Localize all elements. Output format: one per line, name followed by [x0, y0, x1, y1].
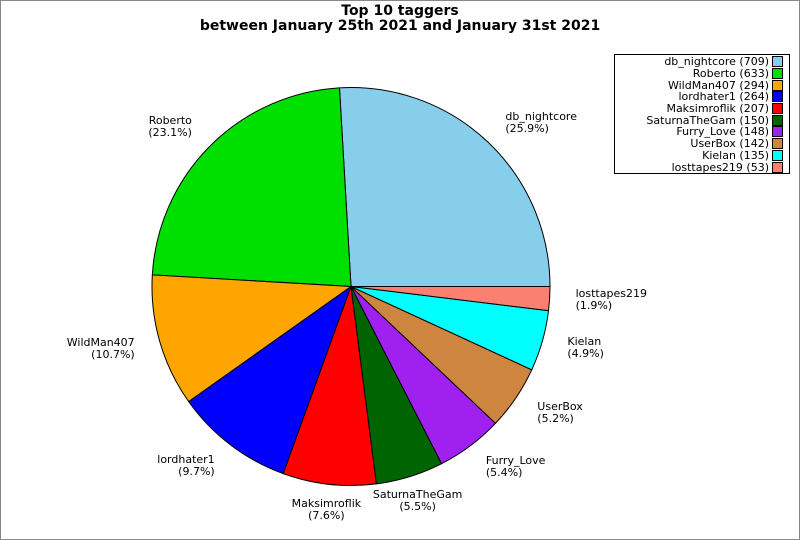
legend-item-Maksimroflik: Maksimroflik (207) [615, 103, 789, 115]
legend-item-lordhater1: lordhater1 (264) [615, 91, 789, 103]
legend-item-label: UserBox (142) [690, 137, 769, 151]
pie-slice-losttapes219 [350, 286, 551, 312]
pie-label-name: Furry_Love [485, 453, 546, 467]
pie-label-UserBox: UserBox (5.2%) [537, 399, 583, 425]
pie-label-percent: (5.5%) [399, 500, 436, 514]
pie-label-Furry_Love: Furry_Love (5.4%) [485, 453, 546, 479]
legend-item-UserBox: UserBox (142) [615, 138, 789, 150]
legend-item-label: lordhater1 (264) [678, 90, 770, 104]
pie-label-name: UserBox [537, 399, 583, 413]
legend-item-label: Kielan (135) [702, 148, 769, 162]
pie-slice-Roberto [151, 87, 352, 288]
pie-label-percent: (23.1%) [148, 126, 192, 140]
legend-item-label: db_nightcore (709) [664, 55, 769, 69]
pie-label-name: Roberto [148, 114, 192, 128]
chart-title-block: Top 10 taggers between January 25th 2021… [1, 4, 799, 34]
legend-color-swatch [772, 161, 783, 173]
legend-item-db_nightcore: db_nightcore (709) [615, 56, 789, 68]
legend-item-label: losttapes219 (53) [671, 160, 769, 174]
legend-color-swatch [772, 149, 783, 161]
pie-label-name: WildMan407 [66, 335, 135, 349]
legend-item-label: Roberto (633) [692, 67, 769, 81]
legend-color-swatch [772, 79, 783, 91]
pie-label-percent: (9.7%) [178, 464, 215, 478]
legend-item-label: Maksimroflik (207) [666, 102, 769, 116]
legend-color-swatch [772, 103, 783, 115]
legend-item-label: Furry_Love (148) [676, 125, 769, 139]
legend-item-SaturnaTheGam: SaturnaTheGam (150) [615, 114, 789, 126]
pie-label-losttapes219: losttapes219 (1.9%) [576, 288, 647, 312]
chart-title: Top 10 taggers [341, 3, 459, 19]
legend-item-label: WildMan407 (294) [667, 78, 769, 92]
legend-item-Furry_Love: Furry_Love (148) [615, 126, 789, 138]
pie-label-Maksimroflik: Maksimroflik (7.6%) [292, 498, 361, 522]
pie-label-lordhater1: lordhater1 (9.7%) [157, 452, 215, 478]
chart-subtitle: between January 25th 2021 and January 31… [199, 18, 601, 34]
pie-slice-WildMan407 [151, 274, 353, 403]
legend-color-swatch [772, 126, 783, 138]
pie-label-name: Kielan [567, 335, 602, 348]
pie-label-percent: (5.4%) [485, 465, 523, 479]
pie-label-percent: (25.9%) [505, 121, 549, 135]
pie-label-name: Maksimroflik [291, 497, 362, 511]
legend-item-losttapes219: losttapes219 (53) [615, 161, 789, 173]
pie-label-percent: (1.9%) [575, 299, 613, 313]
pie-label-SaturnaTheGam: SaturnaTheGam (5.5%) [373, 489, 463, 513]
pie-label-name: losttapes219 [575, 287, 647, 301]
pie-label-name: lordhater1 [157, 452, 215, 466]
legend-item-WildMan407: WildMan407 (294) [615, 79, 789, 91]
legend-color-swatch [772, 138, 783, 150]
legend-color-swatch [772, 56, 783, 68]
pie-label-percent: (4.9%) [567, 347, 604, 360]
pie-label-name: db_nightcore [505, 109, 577, 123]
pie-label-name: SaturnaTheGam [372, 488, 463, 502]
pie-label-Roberto: Roberto (23.1%) [148, 115, 192, 139]
legend-item-label: SaturnaTheGam (150) [646, 113, 769, 127]
legend-item-Kielan: Kielan (135) [615, 148, 789, 162]
legend-item-Roberto: Roberto (633) [615, 68, 789, 80]
pie-label-percent: (5.2%) [537, 411, 574, 425]
legend: db_nightcore (709) Roberto (633) WildMan40… [614, 54, 790, 174]
pie-slice-db_nightcore [338, 86, 551, 287]
legend-color-swatch [772, 68, 783, 80]
pie-slice-Maksimroflik [282, 286, 377, 486]
pie-label-Kielan: Kielan (4.9%) [567, 336, 604, 360]
pie-label-WildMan407: WildMan407 (10.7%) [66, 335, 135, 361]
legend-color-swatch [772, 91, 783, 103]
pie-label-db_nightcore: db_nightcore (25.9%) [505, 109, 577, 135]
legend-color-swatch [772, 114, 783, 126]
pie-label-percent: (10.7%) [91, 347, 135, 361]
pie-label-percent: (7.6%) [308, 509, 345, 523]
pie-slice-lordhater1 [187, 285, 353, 475]
